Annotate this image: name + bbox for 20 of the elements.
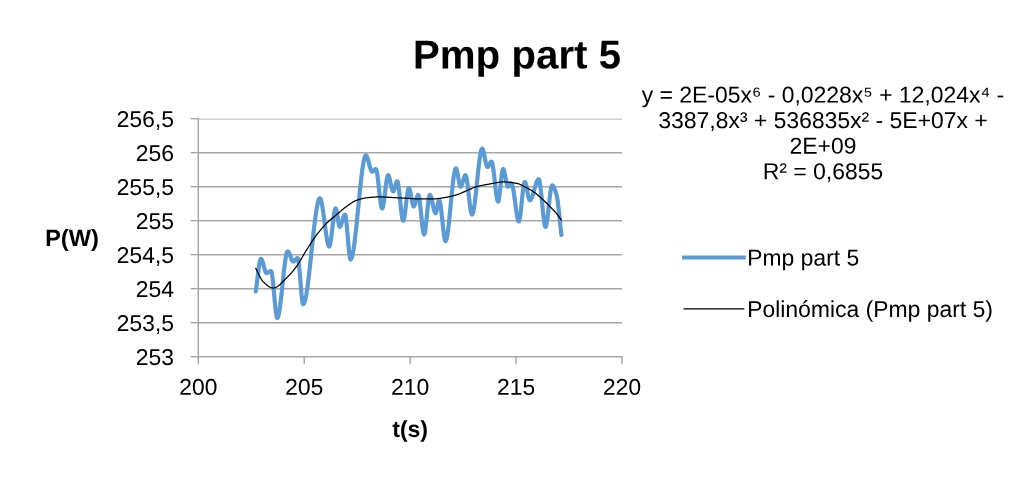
y-tick-label: 254 [136, 281, 174, 298]
y-axis-title: P(W) [46, 229, 98, 251]
y-tick-label: 256,5 [117, 111, 174, 130]
y-tick-label: 253 [136, 349, 173, 366]
y-tick-label: 254,5 [117, 247, 174, 266]
x-tick-label: 200 [180, 378, 217, 396]
text: y = 2E-05x⁶ - 0,0228x⁵ + 12,024x⁴ - 3387,8x³ + 536835x² - 5E+07x + 2E+09 [641, 86, 1004, 154]
y-tick-label: 255,5 [117, 179, 174, 198]
text: R² = 0,6855 [764, 163, 883, 183]
chart-title: Pmp part 5 [415, 40, 620, 77]
y-tick-label: 255 [136, 213, 174, 230]
legend-label: Pmp part 5 [749, 249, 859, 271]
y-tick-label: 256 [136, 145, 173, 162]
x-tick-label: 205 [286, 378, 323, 396]
x-tick-label: 215 [498, 378, 535, 396]
x-tick-label: 220 [604, 378, 641, 396]
legend-label: Polinómica (Pmp part 5) [749, 300, 992, 322]
x-tick-label: 210 [392, 378, 429, 396]
y-tick-label: 253,5 [117, 315, 174, 334]
x-axis-title: t(s) [392, 420, 427, 442]
